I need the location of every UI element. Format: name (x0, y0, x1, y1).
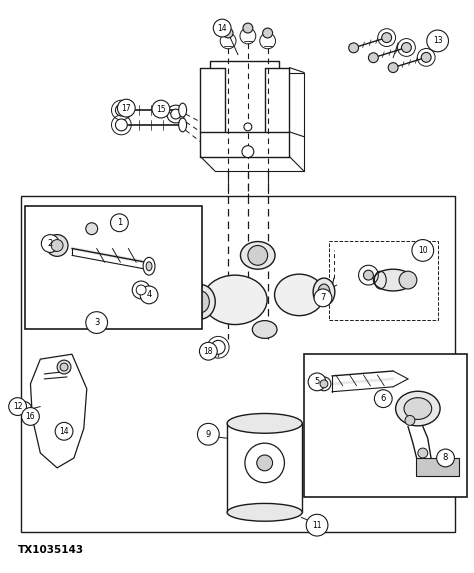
Circle shape (9, 398, 27, 415)
Circle shape (21, 407, 39, 425)
Text: 4: 4 (146, 291, 152, 300)
Polygon shape (30, 354, 87, 468)
Text: 13: 13 (433, 37, 442, 45)
Circle shape (116, 119, 128, 131)
Circle shape (427, 30, 448, 52)
Circle shape (374, 390, 392, 407)
Text: 9: 9 (206, 430, 211, 439)
Ellipse shape (179, 103, 187, 117)
Bar (25, 206, 202, 329)
Text: 5: 5 (314, 378, 319, 386)
Text: 14: 14 (218, 23, 227, 33)
Circle shape (213, 19, 231, 37)
Circle shape (60, 363, 68, 371)
Circle shape (86, 312, 108, 333)
Circle shape (244, 123, 252, 131)
Circle shape (46, 234, 68, 256)
Ellipse shape (146, 262, 152, 270)
Circle shape (118, 99, 135, 117)
Circle shape (152, 100, 170, 118)
Circle shape (405, 415, 415, 425)
Circle shape (140, 286, 158, 304)
Ellipse shape (399, 271, 417, 289)
Bar (304, 354, 467, 497)
Ellipse shape (318, 284, 330, 300)
Circle shape (368, 53, 378, 62)
Bar (227, 423, 302, 512)
Bar (20, 196, 456, 532)
Text: 1: 1 (117, 218, 122, 227)
Circle shape (412, 240, 434, 261)
Circle shape (51, 240, 63, 252)
Circle shape (41, 234, 59, 252)
Bar (416, 458, 459, 476)
Circle shape (320, 380, 328, 388)
Circle shape (198, 423, 219, 445)
Circle shape (57, 360, 71, 374)
Text: 15: 15 (156, 105, 166, 113)
Text: 11: 11 (312, 521, 322, 529)
Circle shape (116, 104, 128, 116)
Text: TX1035143: TX1035143 (18, 545, 84, 555)
Text: 10: 10 (418, 246, 428, 255)
Circle shape (171, 109, 181, 119)
Circle shape (364, 270, 374, 280)
Ellipse shape (179, 118, 187, 132)
Ellipse shape (252, 321, 277, 339)
Circle shape (314, 289, 332, 307)
Text: 12: 12 (13, 402, 22, 411)
Text: 14: 14 (59, 427, 69, 436)
Circle shape (382, 33, 392, 42)
Text: 2: 2 (47, 239, 53, 248)
Circle shape (110, 214, 128, 231)
Ellipse shape (274, 274, 324, 316)
Text: 7: 7 (320, 293, 326, 303)
Text: 3: 3 (94, 318, 100, 327)
Circle shape (437, 449, 455, 467)
Circle shape (86, 223, 98, 234)
Text: 17: 17 (121, 104, 131, 113)
Ellipse shape (313, 278, 335, 306)
Circle shape (388, 62, 398, 73)
Circle shape (211, 340, 225, 354)
Bar (329, 241, 438, 320)
Circle shape (421, 53, 431, 62)
Circle shape (257, 455, 273, 471)
Circle shape (243, 23, 253, 33)
Ellipse shape (374, 269, 413, 291)
Text: 8: 8 (443, 453, 448, 462)
Circle shape (418, 448, 428, 458)
Ellipse shape (227, 504, 302, 521)
Circle shape (55, 422, 73, 440)
Ellipse shape (227, 414, 302, 433)
Circle shape (401, 42, 411, 53)
Circle shape (242, 146, 254, 158)
Circle shape (349, 43, 358, 53)
Circle shape (136, 285, 146, 295)
Ellipse shape (240, 242, 275, 269)
Ellipse shape (143, 257, 155, 275)
Circle shape (248, 245, 268, 265)
Ellipse shape (404, 398, 432, 419)
Circle shape (200, 342, 217, 360)
Circle shape (263, 28, 273, 38)
Ellipse shape (203, 275, 267, 324)
Ellipse shape (186, 285, 215, 319)
Text: 18: 18 (204, 347, 213, 356)
Circle shape (223, 28, 233, 38)
Circle shape (308, 373, 326, 391)
Circle shape (18, 402, 31, 415)
Text: 6: 6 (381, 394, 386, 403)
Text: 16: 16 (26, 412, 35, 421)
Ellipse shape (396, 391, 440, 426)
Circle shape (306, 515, 328, 536)
Ellipse shape (191, 291, 210, 313)
